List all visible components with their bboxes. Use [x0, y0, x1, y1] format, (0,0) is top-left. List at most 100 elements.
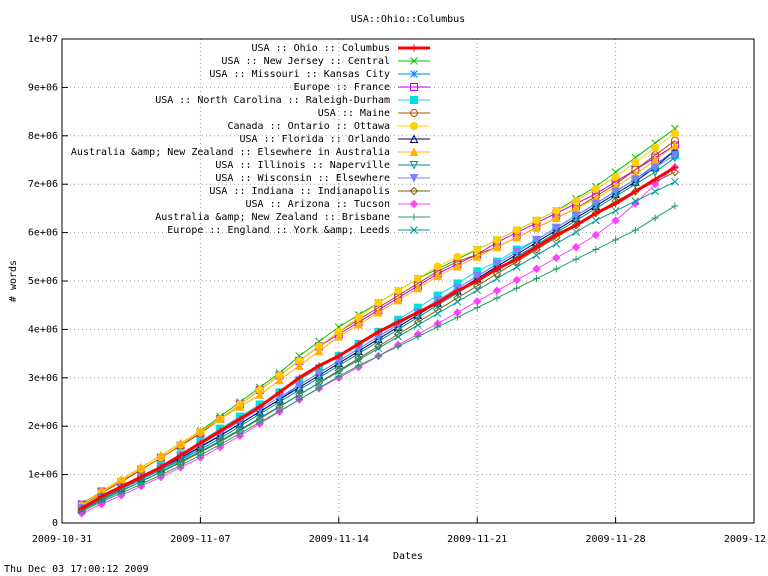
data-point-marker	[255, 414, 264, 422]
legend-label: USA :: Arizona :: Tucson	[246, 199, 391, 210]
data-point-marker	[275, 402, 284, 411]
data-point-marker	[611, 206, 620, 215]
data-point-marker	[592, 246, 600, 254]
data-point-marker	[453, 252, 462, 261]
legend-label: USA :: Ohio :: Columbus	[252, 43, 390, 54]
data-point-marker	[394, 342, 402, 350]
legend-item: USA :: Ohio :: Columbus	[252, 43, 430, 54]
legend-marker	[410, 109, 418, 117]
data-point-marker	[196, 451, 204, 459]
data-point-marker	[512, 275, 521, 285]
data-point-marker	[671, 177, 679, 186]
data-point-marker	[275, 407, 283, 415]
data-point-marker	[591, 216, 600, 225]
data-point-marker	[492, 260, 502, 269]
data-point-marker	[533, 243, 541, 251]
data-point-marker	[215, 414, 225, 423]
data-point-marker	[136, 462, 146, 472]
data-point-marker	[612, 200, 620, 208]
data-point-marker	[176, 438, 185, 448]
legend-label: Europe :: France	[294, 82, 390, 93]
data-point-marker	[196, 439, 204, 447]
data-point-marker	[355, 362, 363, 370]
data-point-marker	[472, 272, 482, 281]
data-point-marker	[98, 492, 106, 500]
y-tick-label: 9e+06	[28, 82, 58, 93]
data-point-marker	[314, 346, 324, 356]
data-point-marker	[572, 221, 580, 229]
y-tick-label: 8e+06	[28, 131, 58, 142]
data-point-marker	[315, 379, 323, 387]
data-point-marker	[215, 430, 225, 440]
data-point-marker	[315, 384, 323, 392]
legend-marker	[409, 174, 419, 183]
data-point-marker	[196, 426, 205, 436]
legend-label: Australia &amp; New Zealand :: Brisbane	[155, 212, 390, 223]
data-point-marker	[631, 177, 640, 186]
data-point-marker	[275, 375, 284, 385]
x-tick-label: 2009-10-31	[32, 534, 92, 545]
data-point-marker	[492, 242, 502, 252]
timestamp-footer: Thu Dec 03 17:00:12 2009	[4, 564, 149, 575]
data-point-marker	[532, 235, 541, 245]
data-point-marker	[532, 216, 541, 225]
x-tick-label: 2009-11-28	[585, 534, 645, 545]
data-point-marker	[532, 251, 541, 260]
legend-label: USA :: North Carolina :: Raleigh-Durham	[155, 95, 390, 106]
data-point-marker	[295, 396, 303, 404]
legend-item: USA :: Arizona :: Tucson	[246, 199, 430, 210]
data-point-marker	[670, 129, 679, 138]
legend-marker	[410, 226, 418, 234]
data-point-marker	[315, 362, 323, 370]
data-point-marker	[394, 332, 402, 341]
data-point-marker	[670, 167, 680, 177]
legend-label: USA :: Florida :: Orlando	[239, 134, 390, 145]
data-point-marker	[532, 264, 541, 274]
data-point-marker	[473, 304, 481, 312]
data-point-marker	[414, 308, 422, 316]
legend-item: USA :: Indiana :: Indianapolis	[209, 186, 430, 197]
legend-marker	[410, 83, 418, 91]
data-point-marker	[157, 471, 165, 479]
data-point-marker	[236, 425, 244, 434]
data-point-marker	[551, 213, 561, 223]
data-point-marker	[631, 187, 639, 195]
data-point-marker	[513, 255, 521, 263]
data-point-marker	[552, 253, 561, 262]
data-point-marker	[354, 356, 363, 364]
data-point-marker	[295, 374, 303, 382]
data-point-marker	[651, 214, 659, 222]
y-tick-label: 5e+06	[28, 276, 58, 287]
data-point-marker	[196, 447, 205, 456]
legend-item: USA :: Missouri :: Kansas City	[209, 69, 430, 80]
data-point-marker	[453, 313, 461, 321]
data-point-marker	[294, 361, 304, 370]
legend-label: USA :: New Jersey :: Central	[221, 56, 390, 67]
data-point-marker	[631, 197, 640, 205]
data-point-marker	[671, 202, 679, 210]
data-point-marker	[394, 286, 403, 295]
data-point-marker	[137, 473, 145, 481]
data-point-marker	[177, 461, 185, 469]
data-point-marker	[433, 262, 442, 271]
legend-item: USA :: Florida :: Orlando	[239, 134, 430, 145]
x-axis-label: Dates	[393, 551, 423, 562]
data-point-marker	[413, 283, 423, 293]
data-point-marker	[493, 274, 501, 283]
data-point-marker	[532, 223, 541, 232]
data-point-marker	[433, 309, 442, 318]
data-point-marker	[236, 429, 244, 437]
data-point-marker	[156, 450, 166, 460]
data-point-marker	[611, 187, 620, 197]
legend-marker	[409, 199, 419, 209]
x-tick-label: 2009-12-05	[724, 534, 768, 545]
legend-marker	[409, 147, 419, 156]
data-point-marker	[612, 236, 620, 244]
data-point-marker	[255, 390, 265, 399]
data-point-marker	[295, 390, 304, 399]
y-tick-label: 1e+06	[28, 470, 58, 481]
legend-marker	[410, 57, 418, 65]
data-point-marker	[374, 344, 383, 353]
